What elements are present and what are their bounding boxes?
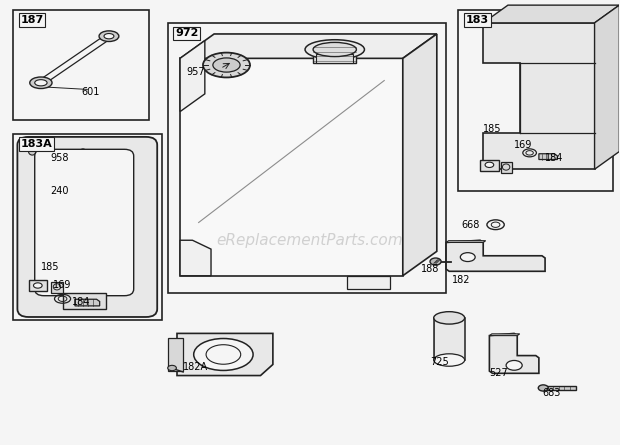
Ellipse shape [99, 31, 119, 41]
Text: 169: 169 [53, 279, 72, 290]
Ellipse shape [52, 187, 67, 196]
Ellipse shape [305, 40, 365, 59]
Polygon shape [180, 40, 205, 112]
Text: 958: 958 [50, 153, 69, 163]
FancyBboxPatch shape [35, 150, 134, 295]
Text: 527: 527 [489, 368, 508, 378]
Bar [313, 49, 356, 63]
Ellipse shape [434, 312, 464, 324]
Polygon shape [489, 334, 520, 336]
Ellipse shape [30, 77, 52, 89]
Polygon shape [180, 58, 403, 276]
Polygon shape [446, 241, 485, 243]
Ellipse shape [55, 158, 64, 166]
Ellipse shape [313, 42, 356, 57]
Bar [13, 134, 162, 320]
Ellipse shape [35, 80, 47, 86]
Polygon shape [446, 240, 545, 271]
Ellipse shape [538, 385, 548, 391]
Bar [55, 138, 64, 146]
Bar [73, 150, 82, 153]
Text: 183A: 183A [20, 139, 52, 149]
Ellipse shape [203, 53, 250, 77]
Text: 601: 601 [81, 87, 99, 97]
Bar [316, 54, 353, 63]
Bar [13, 9, 149, 121]
Bar [46, 146, 73, 159]
Text: 187: 187 [20, 15, 44, 25]
Ellipse shape [104, 33, 114, 39]
Ellipse shape [80, 149, 86, 154]
Polygon shape [177, 333, 273, 376]
Bar [434, 318, 464, 360]
Text: 185: 185 [483, 124, 502, 134]
Text: eReplacementParts.com: eReplacementParts.com [216, 233, 404, 248]
Polygon shape [63, 294, 106, 309]
Ellipse shape [193, 339, 253, 370]
Polygon shape [75, 299, 100, 306]
Ellipse shape [506, 360, 522, 370]
Text: 183: 183 [466, 15, 489, 25]
Ellipse shape [434, 354, 464, 366]
Text: 725: 725 [431, 357, 450, 367]
Text: 182A: 182A [183, 362, 208, 372]
Polygon shape [483, 5, 619, 23]
Text: 668: 668 [461, 220, 480, 230]
Ellipse shape [485, 162, 494, 167]
Text: 169: 169 [514, 140, 533, 150]
Polygon shape [545, 386, 576, 390]
Polygon shape [483, 23, 595, 169]
Ellipse shape [55, 202, 64, 207]
Ellipse shape [430, 258, 441, 265]
Text: 957: 957 [186, 67, 205, 77]
Ellipse shape [168, 365, 176, 371]
FancyBboxPatch shape [17, 137, 157, 317]
Ellipse shape [213, 58, 240, 72]
Text: 683: 683 [542, 388, 560, 398]
Text: 185: 185 [41, 262, 60, 272]
Bar [168, 23, 446, 294]
Text: 184: 184 [72, 297, 90, 307]
Text: 182: 182 [452, 275, 471, 285]
Ellipse shape [460, 253, 475, 262]
Ellipse shape [29, 148, 36, 155]
Polygon shape [403, 34, 437, 276]
Bar [458, 9, 613, 191]
Polygon shape [539, 154, 557, 159]
Polygon shape [595, 5, 619, 169]
Bar [347, 276, 391, 289]
Ellipse shape [46, 183, 73, 199]
Polygon shape [180, 34, 437, 58]
Text: 188: 188 [422, 264, 440, 274]
Bar [29, 280, 47, 291]
Bar [51, 282, 63, 293]
Text: 240: 240 [50, 186, 69, 196]
Polygon shape [168, 338, 183, 371]
Ellipse shape [33, 283, 42, 288]
Bar [35, 149, 46, 154]
Polygon shape [180, 240, 211, 276]
Text: 184: 184 [545, 153, 564, 163]
Text: 972: 972 [175, 28, 198, 38]
Bar [500, 162, 512, 173]
Polygon shape [489, 333, 539, 373]
Bar [480, 159, 498, 170]
